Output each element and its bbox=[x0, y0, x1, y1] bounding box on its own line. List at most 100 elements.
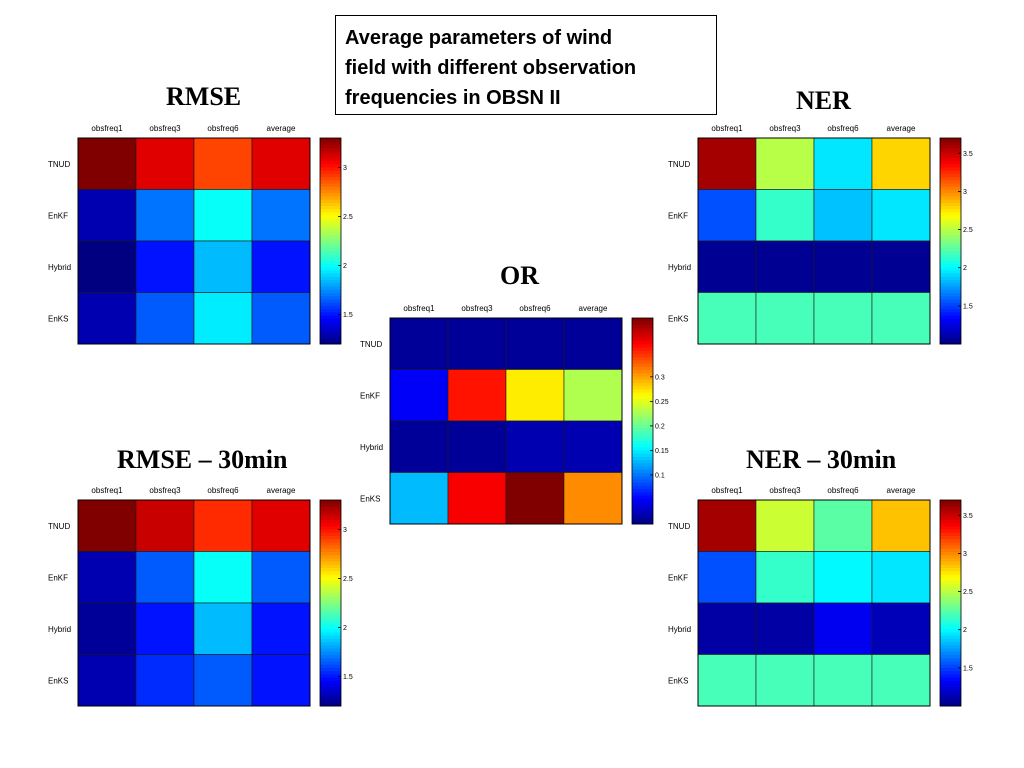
heatmap-frame bbox=[77, 499, 311, 707]
heatmap-cell bbox=[135, 137, 195, 190]
colorbar-segment bbox=[320, 305, 341, 310]
colorbar-segment bbox=[940, 321, 961, 326]
heatmap-cell bbox=[77, 499, 137, 552]
colorbar-segment bbox=[320, 631, 341, 636]
colorbar-segment bbox=[940, 532, 961, 536]
colorbar-segment bbox=[940, 289, 961, 293]
heatmap-cell bbox=[77, 137, 137, 190]
slide-title-box: Average parameters of wind field with di… bbox=[335, 15, 717, 115]
colorbar-segment bbox=[632, 475, 653, 480]
colorbar-segment bbox=[632, 453, 653, 457]
colorbar-segment bbox=[940, 228, 961, 232]
colorbar-segment bbox=[940, 311, 961, 316]
colorbar-segment bbox=[320, 324, 341, 329]
colorbar-segment bbox=[940, 234, 961, 239]
heatmap-cell bbox=[697, 292, 757, 345]
colorbar-segment bbox=[320, 625, 341, 630]
heatmap-frame bbox=[697, 137, 931, 345]
colorbar-segment bbox=[940, 157, 961, 162]
colorbar-segment bbox=[940, 689, 961, 694]
colorbar-segment bbox=[320, 567, 341, 572]
rmse-heatmap: obsfreq1 obsfreq3 obsfreq6 average TNUD EnKF H… bbox=[48, 124, 353, 345]
colorbar-segment bbox=[320, 664, 341, 668]
colorbar-segment bbox=[940, 257, 961, 261]
colorbar-segment bbox=[632, 369, 653, 374]
heatmap-cell bbox=[77, 240, 137, 293]
colorbar-segment bbox=[632, 517, 653, 522]
colorbar-segment bbox=[320, 532, 341, 536]
colorbar-segment bbox=[320, 525, 341, 530]
colorbar-segment bbox=[320, 686, 341, 691]
colorbar-segment bbox=[320, 696, 341, 701]
colorbar-segment bbox=[320, 269, 341, 274]
heatmap-cell bbox=[755, 240, 815, 293]
colorbar-segment bbox=[940, 253, 961, 258]
colorbar-segment bbox=[940, 651, 961, 655]
column-label: obsfreq1 bbox=[91, 124, 123, 133]
heatmap-cell bbox=[389, 420, 449, 473]
colorbar-segment bbox=[940, 657, 961, 662]
column-label: obsfreq1 bbox=[711, 486, 743, 495]
colorbar-segment bbox=[632, 472, 653, 477]
colorbar-segment bbox=[320, 570, 341, 575]
colorbar-segment bbox=[940, 340, 961, 345]
colorbar-segment bbox=[940, 202, 961, 207]
heatmap-cell bbox=[697, 240, 757, 293]
heatmap-cell bbox=[755, 499, 815, 552]
heatmap-cell bbox=[697, 602, 757, 655]
colorbar-segment bbox=[940, 567, 961, 572]
colorbar-segment bbox=[320, 170, 341, 174]
colorbar-segment bbox=[320, 315, 341, 319]
heatmap-cell bbox=[193, 654, 253, 707]
colorbar-segment bbox=[320, 590, 341, 594]
colorbar-segment bbox=[940, 244, 961, 248]
colorbar-segment bbox=[940, 266, 961, 271]
heatmap-cell bbox=[813, 499, 873, 552]
row-label: EnKS bbox=[48, 676, 68, 685]
colorbar-segment bbox=[940, 260, 961, 265]
colorbar-segment bbox=[320, 673, 341, 678]
column-label: average bbox=[267, 124, 296, 133]
colorbar-segment bbox=[940, 603, 961, 607]
colorbar-segment bbox=[320, 154, 341, 158]
rmse-30min-chart-title: RMSE – 30min bbox=[117, 445, 288, 474]
heatmap-cell bbox=[135, 240, 195, 293]
colorbar-segment bbox=[940, 205, 961, 210]
colorbar-segment bbox=[320, 535, 341, 540]
row-label: EnKF bbox=[668, 573, 688, 582]
colorbar-segment bbox=[632, 466, 653, 470]
colorbar-segment bbox=[940, 295, 961, 300]
colorbar-tick-label: 3 bbox=[343, 165, 347, 172]
colorbar-segment bbox=[632, 462, 653, 467]
colorbar-segment bbox=[320, 282, 341, 287]
ner-heatmap: obsfreq1 obsfreq3 obsfreq6 average TNUD EnKF H… bbox=[668, 124, 973, 345]
or-heatmap: obsfreq1 obsfreq3 obsfreq6 average TNUD EnKF H… bbox=[360, 304, 669, 525]
colorbar-segment bbox=[632, 408, 653, 412]
column-label: obsfreq6 bbox=[207, 486, 239, 495]
colorbar-tick-label: 3.5 bbox=[963, 513, 973, 520]
colorbar-segment bbox=[940, 286, 961, 290]
colorbar-segment bbox=[320, 183, 341, 187]
heatmap-cell bbox=[251, 189, 311, 242]
colorbar-segment bbox=[940, 644, 961, 649]
colorbar-segment bbox=[632, 456, 653, 461]
colorbar-segment bbox=[320, 295, 341, 300]
colorbar-segment bbox=[940, 163, 961, 168]
colorbar-segment bbox=[320, 603, 341, 607]
heatmap-cell bbox=[563, 317, 623, 370]
colorbar-segment bbox=[320, 500, 341, 504]
colorbar-segment bbox=[320, 218, 341, 223]
heatmap-cell bbox=[813, 602, 873, 655]
heatmap-cell bbox=[755, 292, 815, 345]
colorbar-segment bbox=[320, 564, 341, 569]
colorbar-segment bbox=[940, 622, 961, 627]
colorbar-segment bbox=[632, 318, 653, 322]
colorbar-tick-label: 2 bbox=[343, 263, 347, 270]
colorbar-segment bbox=[940, 315, 961, 319]
colorbar-segment bbox=[940, 500, 961, 504]
colorbar-segment bbox=[320, 503, 341, 507]
colorbar-segment bbox=[320, 321, 341, 326]
heatmap-cell bbox=[871, 137, 931, 190]
colorbar-segment bbox=[320, 677, 341, 681]
